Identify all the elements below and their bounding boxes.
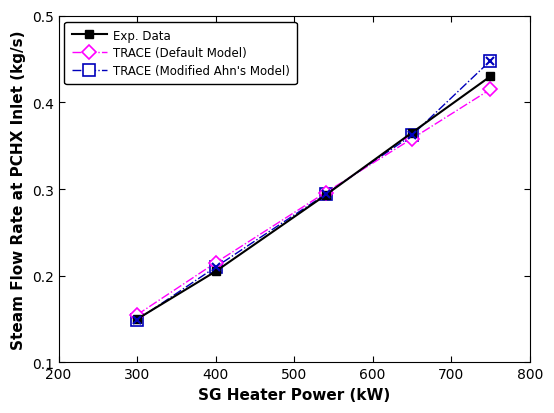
TRACE (Modified Ahn's Model) xyxy=(134,318,140,323)
TRACE (Default Model) xyxy=(487,88,494,93)
Exp. Data xyxy=(134,317,140,322)
TRACE (Default Model) xyxy=(322,190,329,195)
TRACE (Modified Ahn's Model) xyxy=(212,265,219,270)
Exp. Data xyxy=(212,269,219,274)
TRACE (Modified Ahn's Model) xyxy=(322,192,329,197)
Exp. Data xyxy=(409,131,416,136)
X-axis label: SG Heater Power (kW): SG Heater Power (kW) xyxy=(198,387,390,402)
TRACE (Modified Ahn's Model) xyxy=(409,133,416,138)
TRACE (Modified Ahn's Model) xyxy=(487,59,494,64)
Legend: Exp. Data, TRACE (Default Model), TRACE (Modified Ahn's Model): Exp. Data, TRACE (Default Model), TRACE … xyxy=(64,22,297,85)
Line: Exp. Data: Exp. Data xyxy=(133,73,495,323)
Y-axis label: Steam Flow Rate at PCHX Inlet (kg/s): Steam Flow Rate at PCHX Inlet (kg/s) xyxy=(11,30,26,349)
Line: TRACE (Default Model): TRACE (Default Model) xyxy=(132,85,495,320)
TRACE (Default Model) xyxy=(134,313,140,318)
Line: TRACE (Modified Ahn's Model): TRACE (Modified Ahn's Model) xyxy=(131,56,496,326)
TRACE (Default Model) xyxy=(409,137,416,142)
Exp. Data xyxy=(322,193,329,198)
Exp. Data xyxy=(487,75,494,80)
TRACE (Default Model) xyxy=(212,261,219,266)
